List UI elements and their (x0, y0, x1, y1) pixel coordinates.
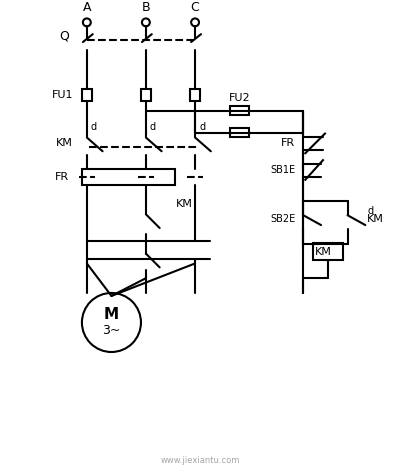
Text: 3~: 3~ (102, 324, 121, 337)
Bar (141, 89, 151, 101)
Circle shape (83, 19, 91, 26)
Text: SB2E: SB2E (270, 214, 296, 224)
Text: FU1: FU1 (52, 90, 73, 100)
Bar (230, 106, 249, 115)
Circle shape (82, 293, 141, 352)
Text: KM: KM (176, 200, 192, 209)
Text: KM: KM (56, 138, 73, 148)
Text: B: B (142, 1, 150, 15)
Text: d: d (91, 122, 97, 132)
Text: d: d (367, 206, 374, 216)
Text: d: d (150, 122, 156, 132)
Text: KM: KM (367, 214, 384, 224)
Circle shape (191, 19, 199, 26)
Text: M: M (104, 307, 119, 322)
Bar (230, 128, 249, 137)
Bar (82, 89, 92, 101)
Bar (190, 89, 200, 101)
Text: SB1E: SB1E (270, 165, 296, 175)
Text: www.jiexiantu.com: www.jiexiantu.com (160, 456, 240, 465)
Text: A: A (82, 1, 91, 15)
Text: FU2: FU2 (228, 93, 250, 103)
Text: C: C (191, 1, 200, 15)
Bar (313, 243, 343, 260)
Bar (82, 169, 176, 185)
Text: FR: FR (281, 138, 296, 148)
Text: Q: Q (59, 29, 69, 43)
Text: d: d (199, 122, 205, 132)
Text: KM: KM (315, 247, 332, 256)
Circle shape (142, 19, 150, 26)
Text: FR: FR (55, 172, 69, 182)
